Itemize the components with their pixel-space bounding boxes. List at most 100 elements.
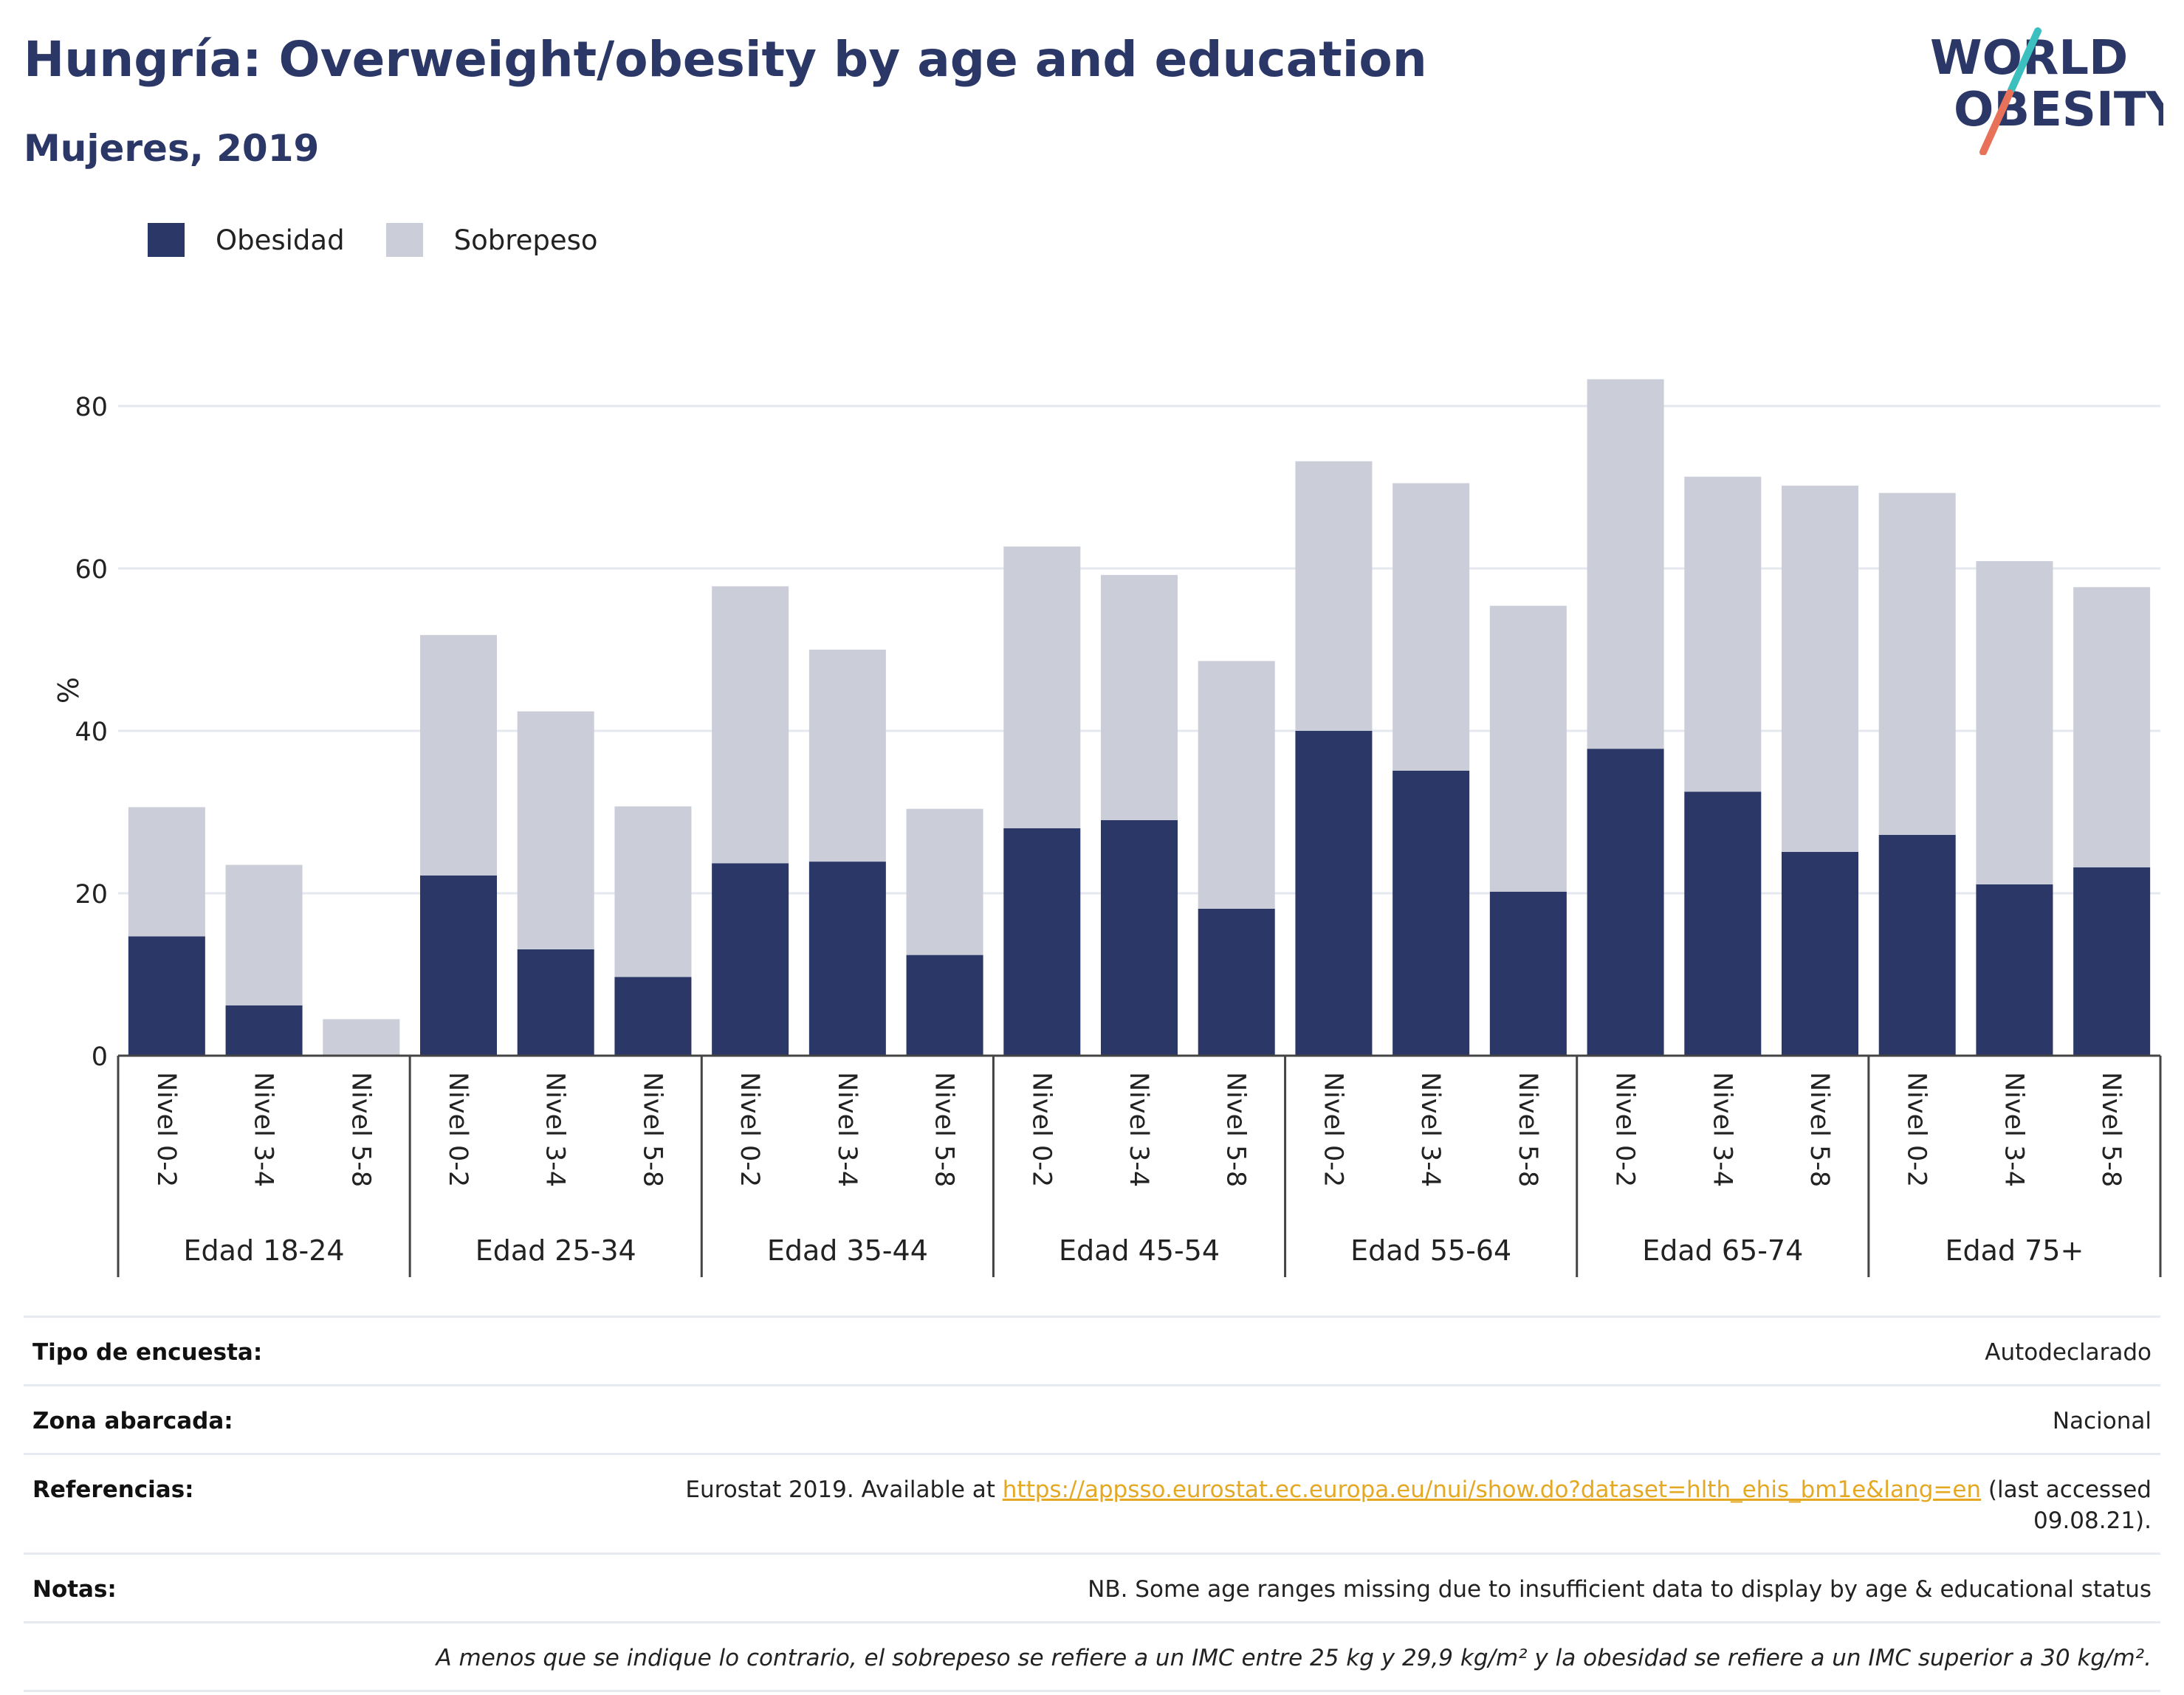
x-tick-label: Nivel 0-2 (151, 1072, 181, 1187)
bar-sobrepeso (1684, 476, 1762, 792)
area-label: Zona abarcada: (32, 1408, 233, 1434)
chart-legend: Obesidad Sobrepeso (148, 221, 639, 258)
x-tick-label: Nivel 3-4 (249, 1072, 278, 1187)
bar-obesidad (517, 949, 594, 1056)
bar-sobrepeso (1587, 379, 1664, 749)
legend-item-sobrepeso[interactable]: Sobrepeso (385, 223, 598, 257)
group-label: Edad 75+ (1946, 1234, 2084, 1267)
bar-obesidad (225, 1005, 303, 1056)
y-tick-label: 0 (92, 1042, 108, 1072)
world-obesity-logo: WORLD OBESITY (1930, 27, 2163, 155)
references-value: Eurostat 2019. Available at https://apps… (675, 1474, 2152, 1536)
bar-obesidad (906, 955, 983, 1056)
notes-label: Notas: (32, 1576, 117, 1603)
x-tick-label: Nivel 5-8 (637, 1072, 667, 1187)
bar-obesidad (808, 862, 886, 1056)
info-row-footnote: A menos que se indique lo contrario, el … (24, 1623, 2160, 1692)
bmi-footnote: A menos que se indique lo contrario, el … (436, 1645, 2152, 1671)
bar-sobrepeso (712, 586, 789, 864)
bar-sobrepeso (1976, 561, 2053, 884)
x-tick-label: Nivel 3-4 (1999, 1072, 2028, 1187)
bar-sobrepeso (1101, 574, 1178, 820)
x-tick-label: Nivel 3-4 (1124, 1072, 1153, 1187)
bar-obesidad (1587, 749, 1664, 1056)
bar-obesidad (420, 875, 497, 1056)
bar-obesidad (1684, 791, 1762, 1056)
legend-item-obesidad[interactable]: Obesidad (148, 223, 345, 257)
bar-sobrepeso (1198, 661, 1275, 909)
x-tick-label: Nivel 0-2 (1318, 1072, 1347, 1187)
x-tick-label: Nivel 0-2 (443, 1072, 473, 1187)
logo-slash-teal (2008, 27, 2042, 94)
x-tick-label: Nivel 0-2 (1902, 1072, 1931, 1187)
bar-sobrepeso (1782, 485, 1858, 852)
y-tick-label: 20 (75, 880, 108, 910)
group-label: Edad 45-54 (1059, 1234, 1220, 1267)
info-row-notes: Notas: NB. Some age ranges missing due t… (24, 1555, 2160, 1623)
bar-sobrepeso (128, 807, 205, 937)
bar-sobrepeso (1878, 492, 1956, 835)
x-tick-label: Nivel 5-8 (1804, 1072, 1834, 1187)
group-label: Edad 55-64 (1350, 1234, 1511, 1267)
chart-subtitle: Mujeres, 2019 (24, 127, 320, 170)
logo-word-obesity: OBESITY (1954, 83, 2163, 137)
references-link[interactable]: https://appsso.eurostat.ec.europa.eu/nui… (1002, 1476, 1982, 1503)
bar-sobrepeso (2073, 587, 2151, 867)
survey-type-label: Tipo de encuesta: (32, 1339, 263, 1366)
y-tick-label: 40 (75, 718, 108, 747)
group-label: Edad 18-24 (184, 1234, 345, 1267)
x-tick-label: Nivel 5-8 (1221, 1072, 1251, 1187)
bar-obesidad (1101, 820, 1178, 1056)
bar-obesidad (1003, 828, 1081, 1056)
x-tick-label: Nivel 5-8 (930, 1072, 959, 1187)
bar-sobrepeso (614, 806, 692, 977)
survey-type-value: Autodeclarado (1985, 1339, 2152, 1366)
y-tick-label: 60 (75, 555, 108, 585)
bar-sobrepeso (1393, 483, 1470, 771)
bar-obesidad (1976, 884, 2053, 1056)
bar-sobrepeso (225, 864, 303, 1005)
bar-obesidad (712, 863, 789, 1056)
legend-label-obesidad: Obesidad (216, 224, 345, 256)
group-label: Edad 35-44 (767, 1234, 928, 1267)
bar-sobrepeso (1295, 461, 1373, 731)
info-row-area: Zona abarcada: Nacional (24, 1386, 2160, 1455)
bar-obesidad (614, 977, 692, 1056)
bar-sobrepeso (517, 711, 594, 949)
chart-title: Hungría: Overweight/obesity by age and e… (24, 31, 1427, 88)
bar-sobrepeso (808, 650, 886, 862)
bar-obesidad (1198, 908, 1275, 1056)
bar-obesidad (2073, 867, 2151, 1056)
bar-obesidad (128, 936, 205, 1056)
bar-obesidad (1782, 851, 1858, 1056)
x-tick-label: Nivel 0-2 (735, 1072, 764, 1187)
bar-sobrepeso (323, 1019, 400, 1056)
bar-sobrepeso (1003, 546, 1081, 828)
x-tick-label: Nivel 3-4 (1415, 1072, 1445, 1187)
info-row-survey: Tipo de encuesta: Autodeclarado (24, 1318, 2160, 1386)
x-tick-label: Nivel 0-2 (1610, 1072, 1640, 1187)
x-tick-label: Nivel 5-8 (1513, 1072, 1542, 1187)
x-tick-label: Nivel 3-4 (832, 1072, 862, 1187)
references-label: Referencias: (32, 1476, 194, 1503)
logo-slash-coral (1979, 89, 2013, 155)
y-axis-title: % (51, 677, 83, 704)
group-label: Edad 25-34 (475, 1234, 636, 1267)
bar-sobrepeso (906, 808, 983, 955)
references-suffix: (last accessed 09.08.21). (1981, 1476, 2152, 1534)
bar-sobrepeso (1489, 605, 1567, 892)
x-tick-label: Nivel 3-4 (540, 1072, 570, 1187)
x-tick-label: Nivel 5-8 (2096, 1072, 2126, 1187)
y-tick-label: 80 (75, 393, 108, 422)
x-tick-label: Nivel 5-8 (346, 1072, 375, 1187)
area-value: Nacional (2052, 1408, 2152, 1434)
bar-obesidad (1878, 834, 1956, 1056)
info-row-references: Referencias: Eurostat 2019. Available at… (24, 1455, 2160, 1555)
legend-swatch-sobrepeso (385, 223, 423, 257)
legend-label-sobrepeso: Sobrepeso (453, 224, 598, 256)
bar-obesidad (1393, 770, 1470, 1056)
x-tick-label: Nivel 3-4 (1707, 1072, 1737, 1187)
bar-obesidad (1489, 891, 1567, 1056)
legend-swatch-obesidad (148, 223, 185, 257)
notes-value: NB. Some age ranges missing due to insuf… (1088, 1576, 2152, 1603)
